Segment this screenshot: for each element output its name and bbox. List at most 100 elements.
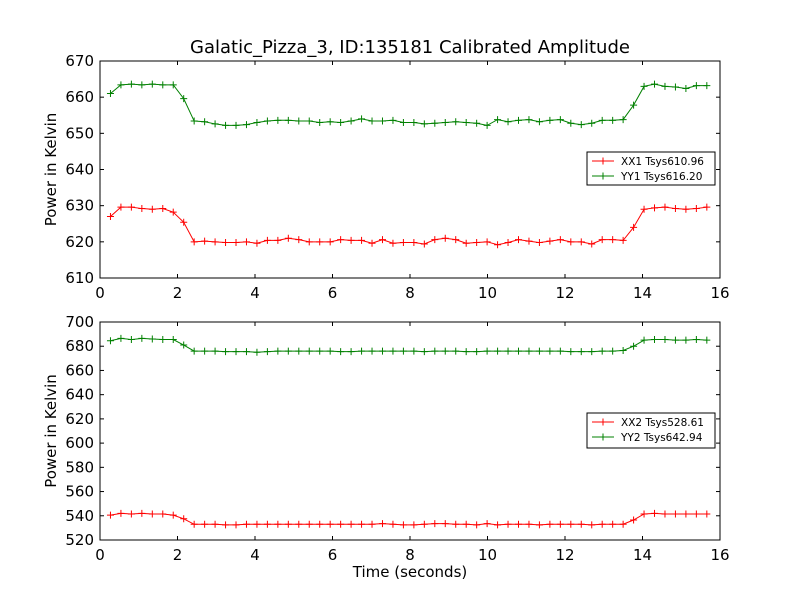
data-point (692, 336, 700, 344)
y-tick-label: 680 (65, 337, 94, 355)
data-point (253, 520, 261, 528)
data-point (263, 117, 271, 125)
data-point (232, 121, 240, 129)
data-point (410, 118, 418, 126)
data-point (462, 118, 470, 126)
data-point (598, 116, 606, 124)
data-point (462, 239, 470, 247)
data-point (378, 236, 386, 244)
data-point (378, 520, 386, 528)
data-point (106, 213, 114, 221)
data-point (567, 348, 575, 356)
data-point (232, 521, 240, 529)
data-point (630, 223, 638, 231)
data-point (358, 347, 366, 355)
axes-frame (99, 321, 721, 541)
data-point (326, 238, 334, 246)
data-point (190, 238, 198, 246)
data-point (148, 335, 156, 343)
data-point (483, 347, 491, 355)
data-point (263, 236, 271, 244)
x-tick-label: 0 (95, 546, 105, 564)
data-point (525, 520, 533, 528)
legend: XX2 Tsys528.61 YY2 Tsys642.94 (586, 412, 716, 449)
legend-label: YY1 Tsys616.20 (620, 171, 702, 183)
data-point (671, 336, 679, 344)
data-point (284, 116, 292, 124)
data-point (515, 347, 522, 355)
data-point (567, 119, 575, 127)
data-point (337, 118, 345, 126)
y-tick-label: 520 (65, 531, 94, 549)
legend-box (586, 151, 716, 186)
data-point (337, 520, 345, 528)
data-point (473, 239, 481, 247)
data-point (138, 509, 146, 517)
data-point (190, 520, 198, 528)
data-point (494, 241, 502, 249)
data-point (399, 118, 407, 126)
data-point (577, 520, 585, 528)
data-point (305, 347, 313, 355)
data-point (389, 239, 397, 247)
data-point (316, 520, 324, 528)
data-point (473, 348, 481, 356)
data-point (703, 336, 711, 344)
data-point (630, 101, 638, 109)
data-point (609, 347, 617, 355)
data-point (159, 510, 167, 518)
series-line (110, 83, 707, 126)
data-point (556, 236, 564, 244)
data-point (504, 239, 512, 247)
data-point (504, 118, 512, 126)
data-point (138, 205, 146, 213)
data-point (138, 81, 146, 89)
data-point (651, 204, 659, 212)
data-point (263, 520, 271, 528)
data-point (274, 347, 282, 355)
data-point (347, 348, 355, 356)
data-point (661, 510, 669, 518)
y-tick-label: 620 (65, 233, 94, 251)
data-point (201, 347, 209, 355)
data-point (389, 347, 397, 355)
data-point (358, 520, 366, 528)
x-tick-label: 8 (405, 546, 415, 564)
data-point (420, 240, 428, 248)
data-point (671, 205, 679, 213)
data-point (378, 347, 386, 355)
data-point (358, 115, 366, 123)
data-point (274, 116, 282, 124)
data-point (358, 236, 366, 244)
x-tick-label: 16 (710, 546, 729, 564)
data-point (692, 82, 700, 90)
series-1 (106, 203, 711, 249)
data-point (546, 520, 554, 528)
data-point (242, 121, 250, 129)
data-point (515, 116, 522, 124)
data-point (619, 346, 627, 354)
data-point (515, 236, 522, 244)
data-point (274, 520, 282, 528)
data-point (525, 237, 533, 245)
data-point (525, 116, 533, 124)
data-point (138, 334, 146, 342)
x-tick-label: 0 (95, 284, 105, 302)
data-point (253, 239, 261, 247)
y-tick-label: 660 (65, 361, 94, 379)
x-tick-label: 14 (633, 546, 652, 564)
data-point (431, 119, 439, 127)
legend-label: XX2 Tsys528.61 (621, 417, 704, 429)
y-axis-label: Power in Kelvin (42, 113, 60, 227)
data-point (169, 81, 177, 89)
data-point (211, 120, 219, 128)
data-point (305, 238, 313, 246)
data-point (546, 116, 554, 124)
legend-swatch-marker (599, 418, 607, 426)
data-point (651, 80, 659, 88)
x-tick-label: 16 (710, 284, 729, 302)
y-tick-label: 610 (65, 269, 94, 287)
y-tick-label: 600 (65, 434, 94, 452)
data-point (556, 347, 564, 355)
data-point (441, 118, 449, 126)
